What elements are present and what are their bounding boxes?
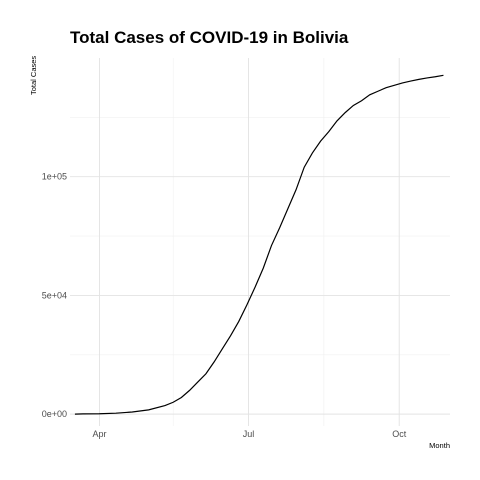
y-tick-label: 1e+05 bbox=[42, 172, 67, 182]
grid bbox=[70, 58, 450, 426]
x-tick-label: Apr bbox=[92, 429, 106, 439]
x-tick-label: Oct bbox=[392, 429, 407, 439]
x-axis-tick-labels: Apr Jul Oct bbox=[92, 429, 406, 439]
chart-title: Total Cases of COVID-19 in Bolivia bbox=[70, 28, 349, 47]
y-axis-title: Total Cases bbox=[29, 56, 38, 95]
y-tick-label: 5e+04 bbox=[42, 290, 67, 300]
y-axis-tick-labels: 0e+00 5e+04 1e+05 bbox=[42, 172, 67, 419]
x-tick-label: Jul bbox=[243, 429, 255, 439]
series-line-total-cases bbox=[74, 74, 444, 415]
x-axis-title: Month bbox=[429, 441, 450, 450]
y-tick-label: 0e+00 bbox=[42, 409, 67, 419]
